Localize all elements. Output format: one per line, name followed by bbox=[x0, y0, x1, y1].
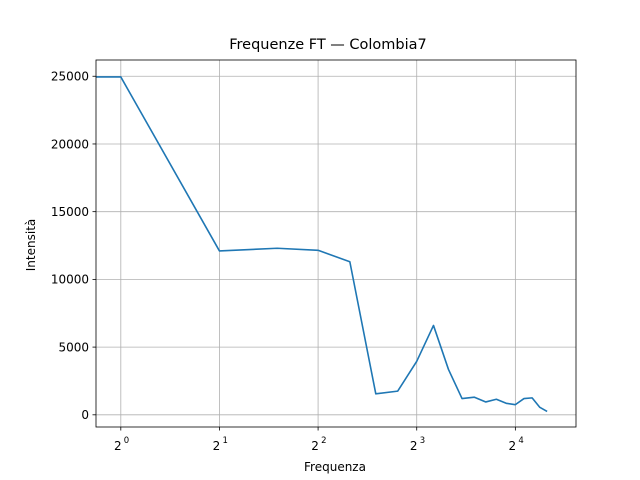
y-tick-label: 20000 bbox=[51, 137, 89, 151]
x-tick-exponent: 3 bbox=[420, 436, 425, 446]
x-tick-exponent: 2 bbox=[321, 436, 326, 446]
x-tick-exponent: 1 bbox=[222, 436, 227, 446]
plot-frame bbox=[95, 59, 577, 428]
x-tick-exponent: 4 bbox=[518, 436, 523, 446]
x-tick-label: 2 bbox=[114, 439, 122, 453]
y-axis: 0 5000 10000 15000 20000 25000 bbox=[51, 70, 96, 422]
series-line bbox=[96, 76, 548, 413]
x-tick-label: 2 bbox=[311, 439, 319, 453]
grid bbox=[96, 60, 576, 427]
y-tick-label: 25000 bbox=[51, 70, 89, 84]
y-axis-label: Intensità bbox=[24, 219, 38, 271]
y-tick-label: 5000 bbox=[58, 340, 89, 354]
x-tick-label: 2 bbox=[213, 439, 221, 453]
y-tick-label: 0 bbox=[81, 408, 89, 422]
y-tick-label: 10000 bbox=[51, 273, 89, 287]
x-tick-label: 2 bbox=[410, 439, 418, 453]
chart-title: Frequenze FT — Colombia7 bbox=[229, 37, 427, 53]
y-tick-label: 15000 bbox=[51, 205, 89, 219]
x-tick-exponent: 0 bbox=[124, 436, 129, 446]
series-layer bbox=[96, 76, 548, 413]
x-tick-label: 2 bbox=[509, 439, 517, 453]
x-axis-label: Frequenza bbox=[304, 460, 366, 474]
